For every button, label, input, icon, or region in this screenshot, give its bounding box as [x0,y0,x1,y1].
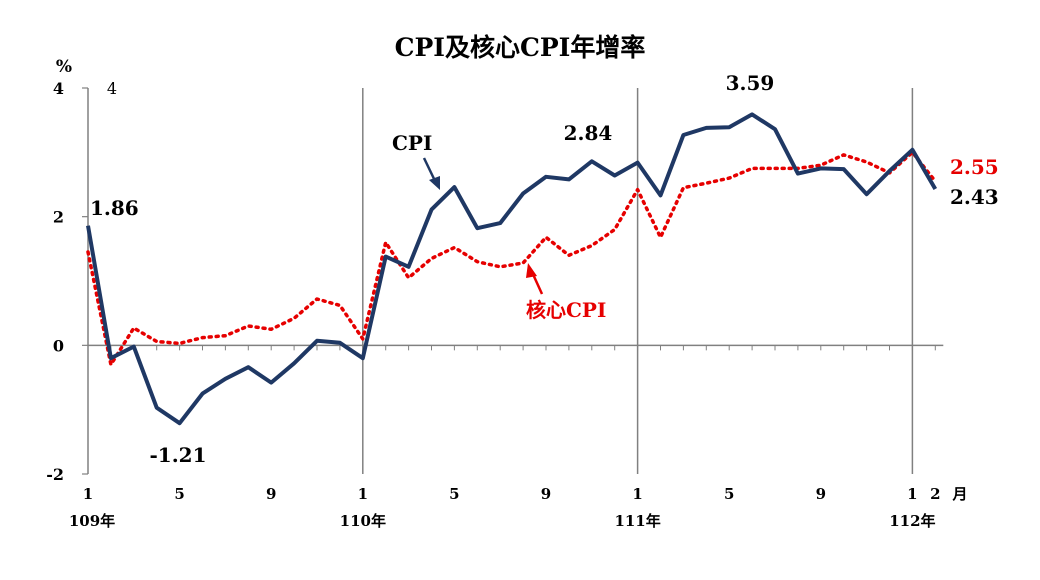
arrow-head-cpi [429,176,440,190]
year-label: 110年 [340,512,386,530]
x-tick-label: 5 [174,485,184,503]
series-line-cpi [86,112,938,426]
x-tick-label: 1 [83,485,93,503]
y-tick-label-secondary: 4 [107,79,117,98]
y-tick-label: 4 [53,79,64,98]
data-label: 1.86 [90,196,139,220]
x-tick-label: 1 [632,485,642,503]
data-label: 2.43 [950,185,999,209]
x-tick-label: 2 [930,485,940,503]
x-tick-label: 5 [449,485,459,503]
year-label: 109年 [69,512,115,530]
data-label: 3.59 [726,71,775,95]
year-label: 111年 [614,512,660,530]
series-label-core-cpi: 核心CPI [526,298,606,322]
y-tick-label: 0 [53,336,64,355]
year-separators [362,88,914,474]
x-tick-label: 1 [358,485,368,503]
data-label: -1.21 [149,443,206,467]
series-label-cpi: CPI [392,131,432,155]
x-tick-label: 9 [816,485,826,503]
year-label: 112年 [889,512,935,530]
series-line-core-cpi [86,150,938,367]
series-layer [86,112,938,426]
y-tick-label: 2 [53,208,64,227]
y-axis-unit: % [56,57,72,77]
data-label: 2.84 [564,121,613,145]
x-tick-label: 9 [266,485,276,503]
y-tick-label: -2 [46,465,64,484]
arrow-head-core-cpi [526,263,537,278]
data-label: 2.55 [950,155,999,179]
x-tick-label: 9 [541,485,551,503]
x-axis-unit: 月 [951,485,967,503]
x-tick-label: 5 [724,485,734,503]
axes [82,87,944,475]
x-tick-label: 1 [907,485,917,503]
chart-title: CPI及核心CPI年增率 [394,33,646,62]
